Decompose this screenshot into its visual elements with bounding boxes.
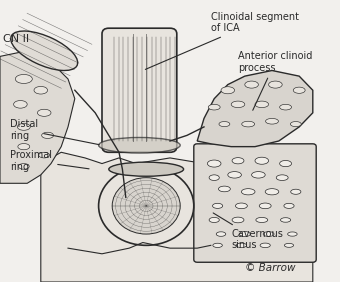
Ellipse shape (232, 158, 244, 164)
Ellipse shape (279, 160, 291, 167)
Ellipse shape (290, 122, 301, 127)
Ellipse shape (17, 124, 30, 130)
Ellipse shape (236, 243, 246, 248)
Ellipse shape (241, 189, 255, 195)
Ellipse shape (228, 171, 241, 178)
Ellipse shape (235, 203, 247, 209)
Ellipse shape (256, 217, 268, 222)
Ellipse shape (255, 157, 269, 164)
Ellipse shape (284, 243, 293, 247)
Ellipse shape (216, 232, 226, 236)
Text: Distal
ring: Distal ring (10, 119, 99, 145)
Ellipse shape (41, 132, 54, 138)
Ellipse shape (293, 87, 305, 93)
Ellipse shape (252, 171, 265, 178)
Ellipse shape (212, 203, 223, 208)
Ellipse shape (231, 101, 245, 108)
Polygon shape (197, 70, 313, 147)
Circle shape (99, 166, 194, 245)
Ellipse shape (269, 81, 282, 88)
Polygon shape (0, 51, 75, 183)
Ellipse shape (219, 186, 231, 192)
Text: CN II: CN II (3, 34, 30, 44)
Text: Cavernous
sinus: Cavernous sinus (213, 213, 283, 250)
Ellipse shape (209, 217, 219, 222)
Ellipse shape (263, 232, 274, 236)
Ellipse shape (291, 189, 301, 194)
Ellipse shape (284, 203, 294, 208)
Ellipse shape (279, 104, 291, 110)
Ellipse shape (109, 162, 184, 176)
FancyBboxPatch shape (194, 144, 316, 262)
Ellipse shape (11, 31, 78, 70)
Ellipse shape (213, 243, 222, 248)
Ellipse shape (15, 74, 32, 83)
Ellipse shape (288, 232, 297, 236)
Text: © Barrow: © Barrow (245, 263, 295, 273)
Ellipse shape (255, 101, 269, 108)
Ellipse shape (39, 152, 50, 158)
Ellipse shape (219, 122, 230, 127)
FancyBboxPatch shape (102, 28, 177, 152)
Ellipse shape (266, 118, 278, 124)
Ellipse shape (14, 101, 27, 108)
Ellipse shape (259, 203, 271, 209)
Ellipse shape (260, 243, 270, 248)
Ellipse shape (209, 175, 219, 180)
Ellipse shape (34, 86, 48, 94)
Ellipse shape (242, 121, 255, 127)
Ellipse shape (232, 217, 244, 223)
Text: Proximal
ring: Proximal ring (10, 150, 89, 171)
Text: Clinoidal segment
of ICA: Clinoidal segment of ICA (146, 12, 299, 69)
Ellipse shape (18, 164, 29, 169)
Ellipse shape (265, 189, 279, 195)
Ellipse shape (245, 81, 258, 88)
Ellipse shape (239, 232, 250, 237)
Ellipse shape (99, 138, 180, 153)
Ellipse shape (207, 160, 221, 167)
Ellipse shape (18, 144, 30, 150)
Polygon shape (41, 152, 313, 282)
Ellipse shape (37, 109, 51, 116)
Circle shape (112, 178, 180, 234)
Ellipse shape (276, 175, 288, 180)
Text: Anterior clinoid
process: Anterior clinoid process (238, 51, 312, 110)
Ellipse shape (208, 104, 220, 110)
Ellipse shape (280, 218, 291, 222)
Ellipse shape (221, 87, 235, 94)
